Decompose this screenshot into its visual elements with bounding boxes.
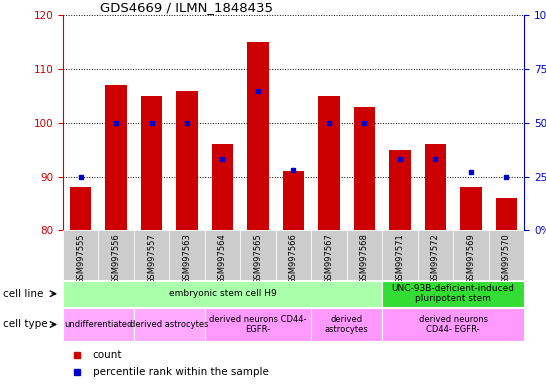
Bar	[389, 150, 411, 230]
Bar	[176, 91, 198, 230]
Bar	[134, 230, 169, 280]
Bar	[63, 230, 98, 280]
Text: cell type: cell type	[3, 319, 48, 329]
Text: count: count	[93, 350, 122, 360]
Bar	[311, 230, 347, 280]
Bar	[382, 308, 524, 341]
Text: GSM997565: GSM997565	[253, 233, 263, 284]
Text: derived neurons
CD44- EGFR-: derived neurons CD44- EGFR-	[419, 315, 488, 334]
Bar	[453, 230, 489, 280]
Text: GSM997572: GSM997572	[431, 233, 440, 284]
Text: GSM997564: GSM997564	[218, 233, 227, 284]
Text: percentile rank within the sample: percentile rank within the sample	[93, 366, 269, 377]
Bar	[489, 230, 524, 280]
Text: UNC-93B-deficient-induced
pluripotent stem: UNC-93B-deficient-induced pluripotent st…	[391, 284, 515, 303]
Bar	[276, 230, 311, 280]
Text: GSM997556: GSM997556	[111, 233, 121, 284]
Text: derived astrocytes: derived astrocytes	[130, 320, 209, 329]
Text: GDS4669 / ILMN_1848435: GDS4669 / ILMN_1848435	[100, 1, 272, 14]
Text: GSM997570: GSM997570	[502, 233, 511, 284]
Bar	[496, 198, 517, 230]
Text: cell line: cell line	[3, 289, 43, 299]
Text: GSM997568: GSM997568	[360, 233, 369, 284]
Text: GSM997557: GSM997557	[147, 233, 156, 284]
Text: GSM997567: GSM997567	[324, 233, 334, 284]
Bar	[141, 96, 162, 230]
Text: GSM997563: GSM997563	[182, 233, 192, 284]
Bar	[134, 308, 205, 341]
Bar	[70, 187, 91, 230]
Text: GSM997571: GSM997571	[395, 233, 405, 284]
Text: GSM997555: GSM997555	[76, 233, 85, 283]
Bar	[63, 281, 382, 307]
Bar	[311, 308, 382, 341]
Bar	[283, 171, 304, 230]
Bar	[382, 281, 524, 307]
Bar	[247, 42, 269, 230]
Bar	[354, 107, 375, 230]
Bar	[212, 144, 233, 230]
Text: GSM997569: GSM997569	[466, 233, 476, 284]
Bar	[98, 230, 134, 280]
Bar	[169, 230, 205, 280]
Bar	[460, 187, 482, 230]
Text: derived neurons CD44-
EGFR-: derived neurons CD44- EGFR-	[209, 315, 307, 334]
Text: undifferentiated: undifferentiated	[64, 320, 133, 329]
Bar	[240, 230, 276, 280]
Bar	[105, 85, 127, 230]
Text: derived
astrocytes: derived astrocytes	[325, 315, 369, 334]
Bar	[205, 308, 311, 341]
Bar	[205, 230, 240, 280]
Text: embryonic stem cell H9: embryonic stem cell H9	[169, 289, 276, 298]
Bar	[382, 230, 418, 280]
Bar	[418, 230, 453, 280]
Bar	[63, 308, 134, 341]
Text: GSM997566: GSM997566	[289, 233, 298, 284]
Bar	[347, 230, 382, 280]
Bar	[318, 96, 340, 230]
Bar	[425, 144, 446, 230]
